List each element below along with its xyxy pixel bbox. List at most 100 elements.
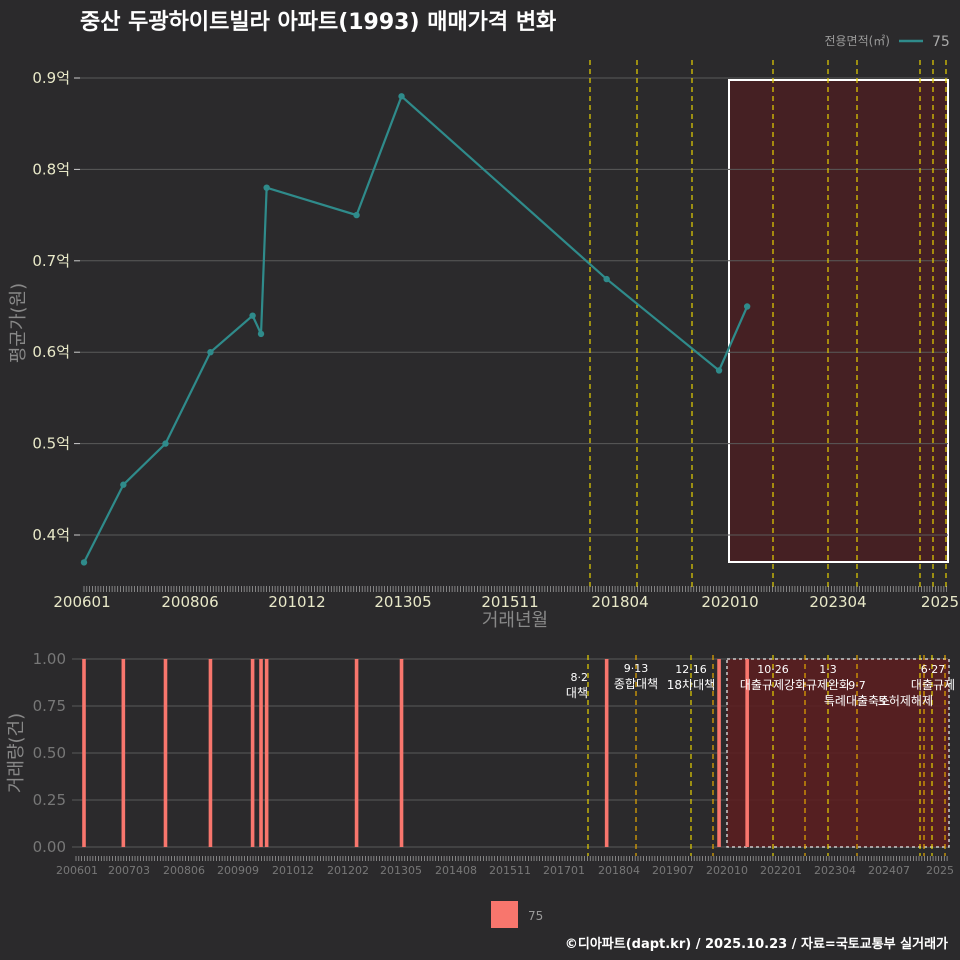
series-75-line	[83, 94, 749, 563]
policy-lines	[589, 60, 947, 590]
annotation-label: 18차대책	[667, 677, 715, 692]
data-point	[120, 481, 127, 488]
bar-highlight-region	[726, 658, 950, 848]
x-axis-label: 거래년월	[482, 610, 548, 631]
bar-y-tick-label: 0.50	[33, 744, 66, 762]
chart-title: 중산 두광하이트빌라 아파트(1993) 매매가격 변화	[80, 10, 556, 35]
bar	[259, 659, 263, 847]
bar-y-tick-label: 0.00	[33, 838, 66, 856]
bar-x-tick-label: 201202	[327, 864, 369, 877]
bar-x-tick-label: 201408	[435, 864, 477, 877]
data-point	[257, 330, 265, 338]
bar-x-tick-label: 202201	[760, 864, 802, 877]
series-75-polyline	[83, 94, 749, 563]
bar	[604, 659, 609, 847]
y-tick-label: 0.8억	[32, 160, 70, 178]
x-tick-label: 201012	[268, 593, 325, 611]
legend-item-75: 75	[932, 34, 950, 50]
bar-policy-lines	[587, 655, 946, 856]
bar-legend: 75	[491, 901, 543, 928]
annotation-label: 대책	[566, 685, 588, 700]
annotation-date: 9·13	[624, 662, 649, 675]
series-75-points	[80, 93, 751, 566]
y-tick-label: 0.4억	[32, 526, 70, 544]
x-tick-label: 200601	[53, 593, 110, 611]
data-point	[398, 93, 405, 100]
bar-x-tick-label: 202304	[814, 864, 856, 877]
annotation-date: 8·2	[571, 671, 589, 684]
bar	[264, 659, 269, 847]
bar	[163, 659, 168, 847]
bar-y-tick-label: 1.00	[33, 650, 66, 668]
footer-credit: ©디아파트(dapt.kr) / 2025.10.23 / 자료=국토교통부 실…	[565, 936, 948, 952]
bar-y-tick-label: 0.25	[33, 791, 66, 809]
bar-y-axis-label: 거래량(건)	[6, 713, 27, 793]
annotation-label: 종합대책	[614, 676, 658, 691]
annotation-date: 10·26	[757, 663, 789, 676]
bar-x-tick-label: 201305	[380, 864, 422, 877]
data-point	[743, 303, 751, 310]
bar	[399, 659, 404, 847]
x-tick-label: 201804	[591, 593, 648, 611]
bar-x-tick-label: 201511	[489, 864, 531, 877]
bar-legend-swatch	[491, 901, 518, 928]
x-tick-label: 2025	[921, 593, 959, 611]
data-point	[353, 211, 360, 219]
legend-title: 전용면적(㎡)	[824, 34, 890, 48]
bar-x-tick-label: 201907	[652, 864, 694, 877]
x-tick-label: 202304	[809, 593, 866, 611]
y-tick-label: 0.7억	[32, 252, 70, 270]
bar-legend-item-75: 75	[528, 909, 543, 923]
bar	[250, 659, 255, 847]
y-axis-label: 평균가(원)	[8, 283, 29, 363]
bar-x-tick-label: 200806	[163, 864, 205, 877]
annotation-label: 특례대출축소	[824, 694, 890, 708]
bar-y-tick-label: 0.75	[33, 697, 66, 715]
bar-x-tick-label: 200703	[108, 864, 150, 877]
x-tick-label: 202010	[701, 593, 758, 611]
bar-highlight-rect	[726, 658, 950, 848]
data-point	[603, 275, 610, 283]
bar	[208, 659, 213, 847]
y-gridlines	[74, 77, 948, 536]
y-tick-label: 0.9억	[32, 69, 70, 87]
bar	[354, 659, 359, 847]
x-tick-label: 201305	[374, 593, 431, 611]
x-tick-label: 201511	[481, 593, 538, 611]
bar-x-tick-label: 200601	[56, 864, 98, 877]
annotation-label: 토허제해제	[878, 694, 933, 708]
bar-x-tick-label: 201701	[543, 864, 585, 877]
bar-x-tick-label: 201012	[272, 864, 314, 877]
annotation-date: 6·27	[921, 663, 946, 676]
data-point	[249, 312, 256, 319]
x-tick-label: 200806	[161, 593, 218, 611]
bar-x-tick-label: 201804	[598, 864, 640, 877]
bar-x-tick-label: 2025	[926, 864, 954, 877]
y-tick-label: 0.5억	[32, 435, 70, 453]
legend: 전용면적(㎡) 75	[824, 34, 949, 50]
annotation-label: 대출규제	[911, 678, 955, 692]
highlight-rect	[728, 79, 949, 563]
y-tick-label: 0.6억	[32, 343, 70, 361]
bar	[82, 659, 86, 847]
y-tick-labels: 0.4억 0.5억 0.6억 0.7억 0.8억 0.9억	[32, 69, 70, 544]
annotation-date: 12·16	[675, 663, 707, 676]
bar-x-tick-labels: 200601 200703 200806 200909 201012 201202 2013…	[56, 864, 954, 877]
x-ticks	[83, 586, 948, 592]
bar-x-tick-label: 202407	[868, 864, 910, 877]
data-point	[715, 367, 723, 374]
bar-x-tick-label: 202010	[706, 864, 748, 877]
bar	[717, 659, 721, 847]
highlight-region	[728, 79, 949, 563]
data-point	[263, 184, 270, 191]
bars	[82, 659, 749, 847]
annotation-date: 1·3	[819, 663, 837, 676]
bar-x-tick-label: 200909	[217, 864, 259, 877]
annotation-label: 규제완화	[806, 678, 850, 692]
annotation-label: 대출규제강화	[740, 678, 806, 692]
bar-y-tick-labels: 0.00 0.25 0.50 0.75 1.00	[33, 650, 66, 856]
bar	[121, 659, 126, 847]
data-point	[80, 559, 88, 566]
